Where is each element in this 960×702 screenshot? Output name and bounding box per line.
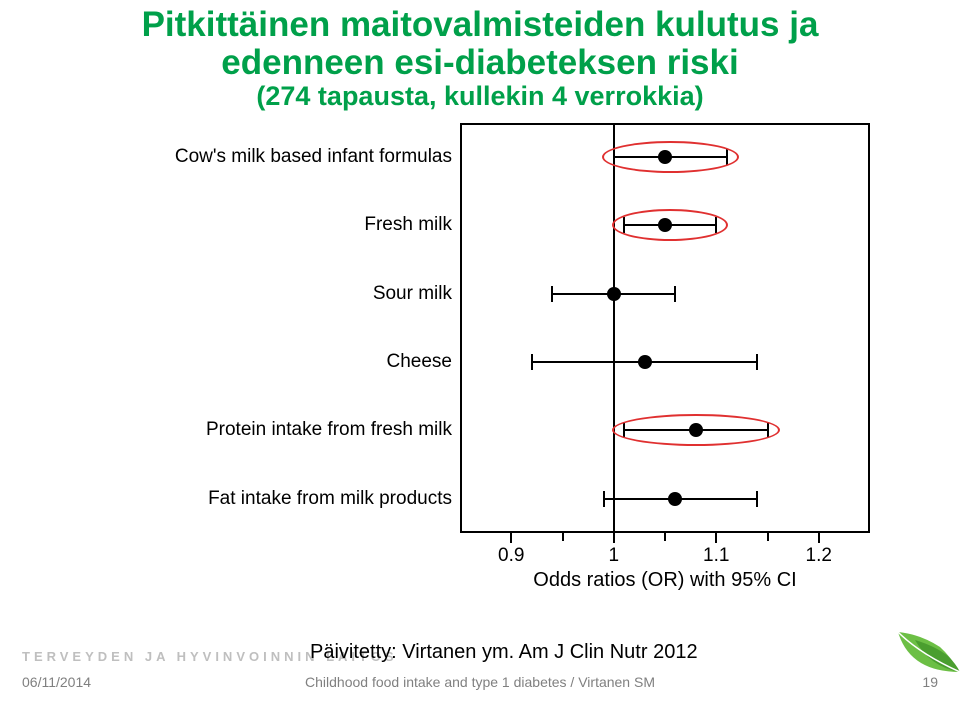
category-label: Sour milk xyxy=(373,283,452,305)
x-axis-title: Odds ratios (OR) with 95% CI xyxy=(460,569,870,592)
ci-cap xyxy=(756,491,758,507)
category-label: Fat intake from milk products xyxy=(208,488,452,510)
ci-cap xyxy=(715,217,717,233)
ci-cap xyxy=(623,422,625,438)
odds-ratio-point xyxy=(638,355,652,369)
x-tick xyxy=(715,533,717,543)
odds-ratio-point xyxy=(668,492,682,506)
title-line-2: edenneen esi-diabeteksen riski xyxy=(0,44,960,82)
category-label: Cheese xyxy=(387,351,453,373)
category-label: Fresh milk xyxy=(364,214,452,236)
x-minor-tick xyxy=(664,533,666,541)
updated-citation: Päivitetty: Virtanen ym. Am J Clin Nutr … xyxy=(310,641,698,664)
category-label: Cow's milk based infant formulas xyxy=(175,146,452,168)
ci-cap xyxy=(767,422,769,438)
ci-cap xyxy=(623,217,625,233)
ci-cap xyxy=(531,354,533,370)
reference-line xyxy=(613,123,615,533)
x-tick-label: 1.1 xyxy=(686,545,746,567)
footer-date: 06/11/2014 xyxy=(22,674,91,690)
forest-plot: Cow's milk based infant formulas Fresh mi… xyxy=(70,119,890,599)
ci-cap xyxy=(551,286,553,302)
title-block: Pitkittäinen maitovalmisteiden kulutus j… xyxy=(0,0,960,111)
category-label: Protein intake from fresh milk xyxy=(206,419,452,441)
footer-page-number: 19 xyxy=(922,674,938,690)
odds-ratio-point xyxy=(658,150,672,164)
x-tick-label: 1 xyxy=(584,545,644,567)
ci-cap xyxy=(756,354,758,370)
ci-cap xyxy=(726,149,728,165)
x-tick-label: 0.9 xyxy=(481,545,541,567)
ci-cap xyxy=(613,149,615,165)
ci-cap xyxy=(674,286,676,302)
odds-ratio-point xyxy=(607,287,621,301)
footer-caption: Childhood food intake and type 1 diabete… xyxy=(305,674,655,690)
x-minor-tick xyxy=(767,533,769,541)
x-tick xyxy=(510,533,512,543)
x-tick xyxy=(613,533,615,543)
ci-cap xyxy=(603,491,605,507)
x-tick xyxy=(818,533,820,543)
odds-ratio-point xyxy=(689,423,703,437)
x-minor-tick xyxy=(562,533,564,541)
subtitle: (274 tapausta, kullekin 4 verrokkia) xyxy=(0,82,960,111)
title-line-1: Pitkittäinen maitovalmisteiden kulutus j… xyxy=(0,6,960,44)
leaf-icon xyxy=(880,612,960,672)
plot-frame xyxy=(460,123,870,533)
x-tick-label: 1.2 xyxy=(789,545,849,567)
